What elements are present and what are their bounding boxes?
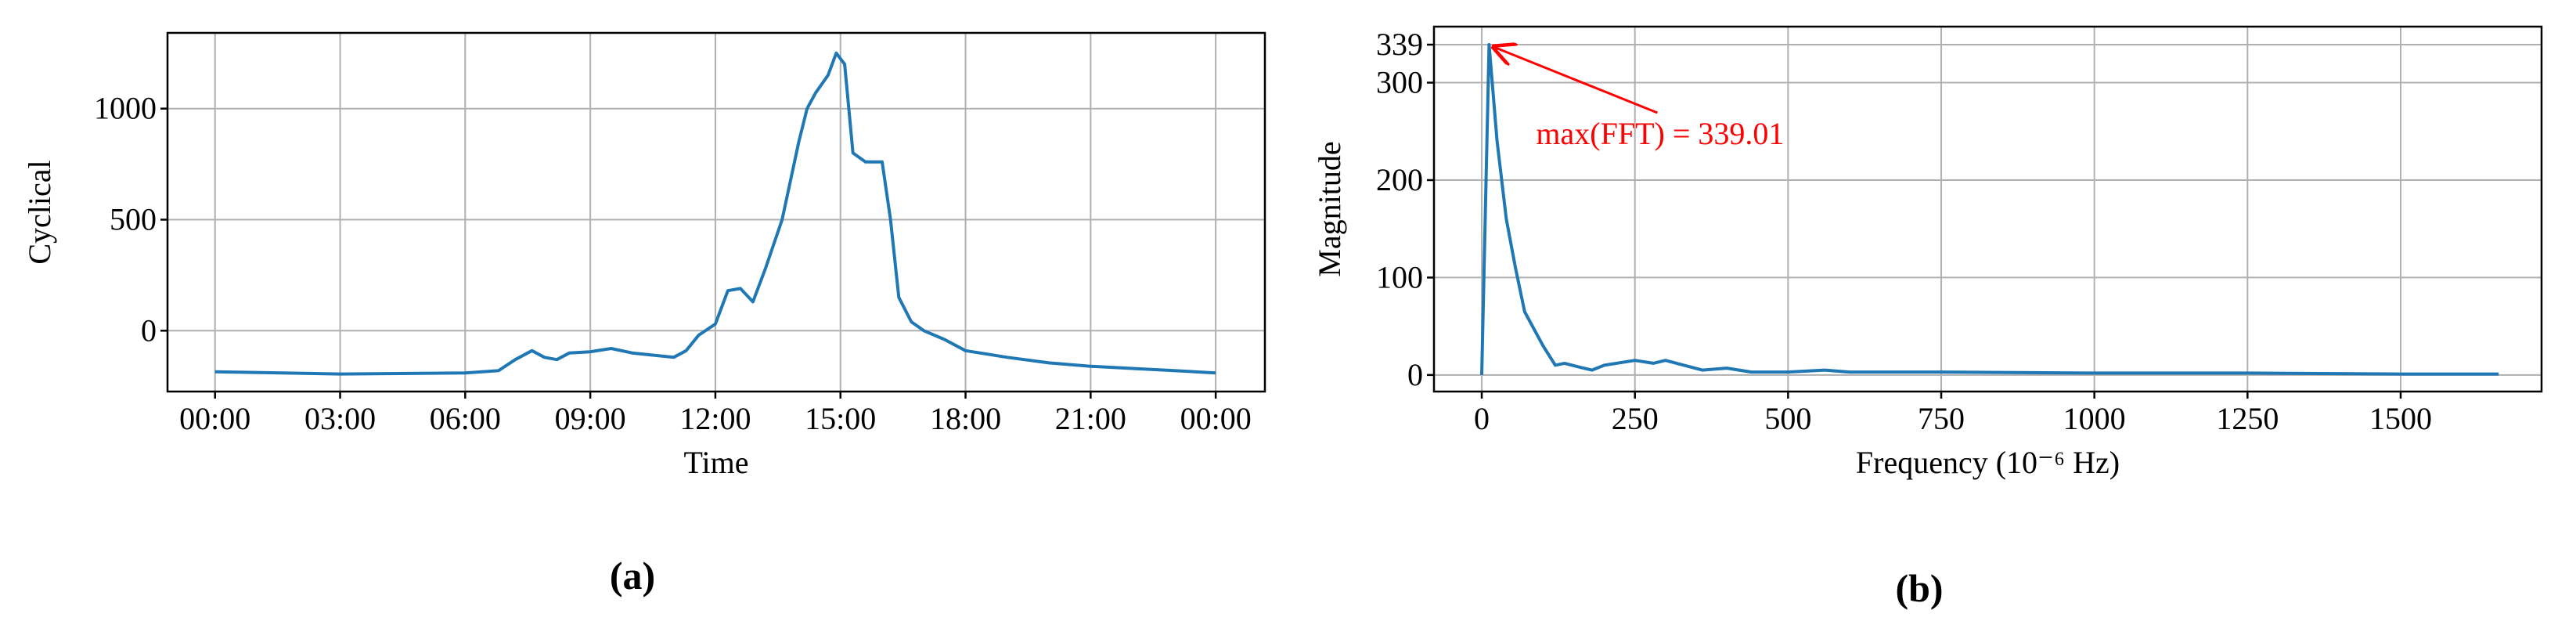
plot-frame	[166, 31, 1266, 393]
x-tick-label: 1250	[2216, 401, 2279, 436]
x-axis-label: Frequency (10⁻⁶ Hz)	[1856, 445, 2120, 480]
x-tick-label: 0	[1474, 401, 1490, 436]
y-axis-label: Cyclical	[22, 160, 57, 264]
y-tick-label: 0	[141, 312, 157, 348]
x-tick-label: 09:00	[555, 401, 626, 436]
x-tick-label: 1000	[2063, 401, 2126, 436]
y-tick-label: 300	[1376, 65, 1423, 100]
x-tick-label: 1500	[2369, 401, 2432, 436]
x-tick-label: 250	[1612, 401, 1659, 436]
data-line	[1480, 43, 2499, 376]
y-tick-label: 1000	[94, 91, 157, 126]
x-tick-label: 06:00	[430, 401, 501, 436]
y-tick-label: 200	[1376, 162, 1423, 197]
x-tick-label: 00:00	[1180, 401, 1252, 436]
panel-label: (b)	[1895, 566, 1943, 610]
y-tick-label: 100	[1376, 259, 1423, 294]
y-tick-label: 339	[1376, 27, 1423, 62]
x-tick-label: 00:00	[179, 401, 250, 436]
x-axis-label: Time	[683, 445, 748, 480]
data-line	[214, 51, 1216, 376]
y-tick-label: 0	[1407, 357, 1423, 392]
x-tick-label: 12:00	[679, 401, 751, 436]
x-tick-label: 03:00	[304, 401, 376, 436]
y-tick-label: 500	[110, 202, 157, 237]
plot-frame	[1432, 25, 2543, 393]
annotation: max(FFT) = 339.01	[1536, 116, 1784, 151]
x-tick-label: 21:00	[1055, 401, 1126, 436]
y-axis-label: Magnitude	[1312, 141, 1347, 276]
panel-label: (a)	[610, 554, 655, 597]
x-tick-label: 18:00	[930, 401, 1001, 436]
x-tick-label: 750	[1918, 401, 1965, 436]
x-tick-label: 15:00	[805, 401, 876, 436]
annotation-arrow	[1493, 47, 1658, 114]
x-tick-label: 500	[1764, 401, 1811, 436]
